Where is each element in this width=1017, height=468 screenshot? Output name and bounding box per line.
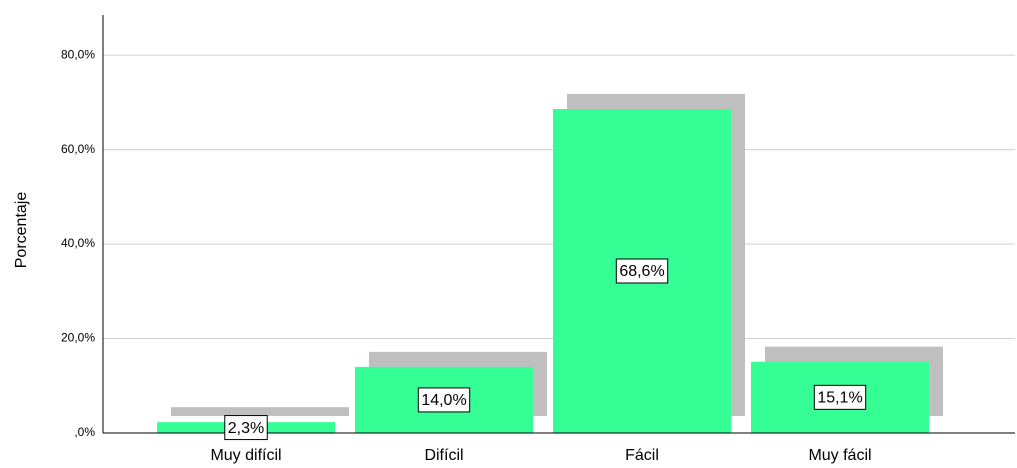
value-label-box [615, 258, 669, 284]
value-label-box [224, 415, 268, 441]
value-label-box [813, 384, 867, 410]
value-label: 15,1% [817, 390, 862, 407]
y-tick-label: ,0% [74, 425, 95, 439]
x-tick-label: Difícil [424, 447, 463, 464]
y-tick-label: 40,0% [61, 236, 95, 250]
value-label: 2,3% [228, 420, 264, 437]
y-axis-label: Porcentaje [13, 192, 30, 269]
x-tick-label: Muy fácil [808, 447, 871, 464]
value-label-box [417, 387, 471, 413]
y-tick-label: 20,0% [61, 331, 95, 345]
y-tick-label: 60,0% [61, 142, 95, 156]
bar-shadow [171, 407, 349, 416]
value-label: 68,6% [619, 263, 664, 280]
value-label: 14,0% [421, 392, 466, 409]
y-tick-label: 80,0% [61, 47, 95, 61]
x-tick-label: Muy difícil [210, 447, 281, 464]
x-tick-label: Fácil [625, 447, 659, 464]
